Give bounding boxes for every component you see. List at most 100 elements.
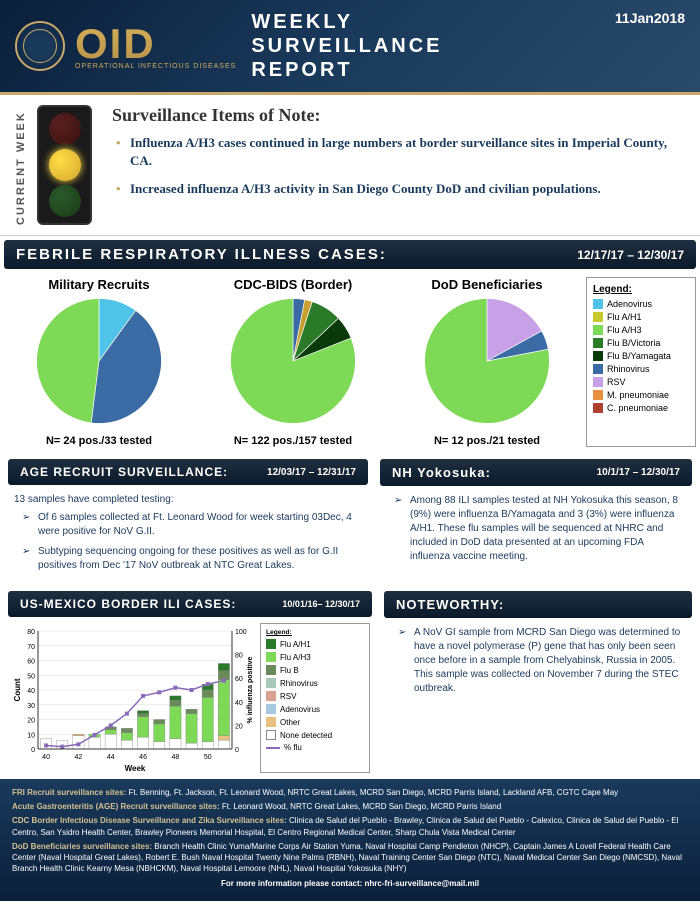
svg-text:44: 44: [107, 754, 115, 761]
age-recruit-text: 13 samples have completed testing: Of 6 …: [4, 485, 372, 587]
note-item: Influenza A/H3 cases continued in large …: [112, 134, 685, 170]
footer-line: CDC Border Infectious Disease Surveillan…: [12, 815, 688, 837]
border-ili-date: 10/01/16– 12/30/17: [282, 599, 360, 609]
svg-text:0: 0: [31, 747, 35, 754]
legend-item: % flu: [266, 743, 364, 752]
svg-text:60: 60: [27, 659, 35, 666]
border-chart-wrap: 0 10 20 30 40 50 60 70 80 0 20 40 60 80 100 40 42 44 46 48 5…: [4, 617, 376, 779]
legend-item: Flu B/Yamagata: [593, 351, 689, 361]
yellow-light-icon: [49, 149, 81, 181]
noteworthy-title: NOTEWORTHY:: [396, 597, 504, 612]
svg-text:60: 60: [235, 676, 243, 683]
svg-text:20: 20: [27, 718, 35, 725]
report-header: OID OPERATIONAL INFECTIOUS DISEASES WEEK…: [0, 0, 700, 92]
pie-title: CDC-BIDS (Border): [198, 277, 388, 292]
traffic-light-icon: [37, 105, 92, 225]
svg-text:70: 70: [27, 644, 35, 651]
logo-abbrev: OID: [75, 23, 236, 65]
svg-text:80: 80: [27, 629, 35, 636]
svg-text:42: 42: [75, 754, 83, 761]
svg-text:80: 80: [235, 653, 243, 660]
legend-item: Flu A/H3: [266, 652, 364, 662]
border-legend: Legend: Flu A/H1 Flu A/H3 Flu B Rhinovirus R…: [260, 623, 370, 773]
age-recruit-intro: 13 samples have completed testing:: [14, 493, 362, 507]
pie-chart: Military RecruitsN= 24 pos./33 tested: [4, 277, 194, 447]
yokosuka-text: Among 88 ILI samples tested at NH Yokosu…: [376, 486, 696, 578]
legend-item: Rhinovirus: [593, 364, 689, 374]
legend-item: RSV: [266, 691, 364, 701]
febrile-date: 12/17/17 – 12/30/17: [577, 248, 684, 262]
border-ili-bar: US-MEXICO BORDER ILI CASES: 10/01/16– 12…: [8, 591, 372, 617]
red-light-icon: [49, 113, 81, 145]
svg-text:20: 20: [235, 723, 243, 730]
navy-seal-icon: [15, 21, 65, 71]
svg-text:46: 46: [139, 754, 147, 761]
report-date: 11Jan2018: [615, 10, 685, 26]
legend-item: Flu A/H1: [266, 639, 364, 649]
legend-item: Flu B/Victoria: [593, 338, 689, 348]
arrow-item: Among 88 ILI samples tested at NH Yokosu…: [386, 494, 686, 564]
age-recruit-bar: AGE RECRUIT SURVEILLANCE: 12/03/17 – 12/…: [8, 459, 368, 485]
legend-item: RSV: [593, 377, 689, 387]
svg-text:40: 40: [27, 688, 35, 695]
svg-text:0: 0: [235, 747, 239, 754]
logo-block: OID OPERATIONAL INFECTIOUS DISEASES: [15, 21, 236, 71]
footer: FRI Recruit surveillance sites: Ft. Benn…: [0, 779, 700, 901]
legend-item: C. pneumoniae: [593, 403, 689, 413]
border-legend-title: Legend:: [266, 629, 364, 636]
green-light-icon: [49, 185, 81, 217]
pie-caption: N= 12 pos./21 tested: [392, 435, 582, 447]
legend-item: None detected: [266, 730, 364, 740]
current-week-section: CURRENT WEEK Surveillance Items of Note:…: [0, 95, 700, 236]
febrile-title: FEBRILE RESPIRATORY ILLNESS CASES:: [16, 246, 387, 263]
svg-text:50: 50: [27, 673, 35, 680]
legend-item: M. pneumoniae: [593, 390, 689, 400]
footer-contact: For more information please contact: nhr…: [12, 878, 688, 889]
footer-line: FRI Recruit surveillance sites: Ft. Benn…: [12, 787, 688, 798]
yokosuka-bar: NH Yokosuka: 10/1/17 – 12/30/17: [380, 459, 692, 486]
pie-caption: N= 24 pos./33 tested: [4, 435, 194, 447]
pie-chart: DoD Beneficiaries N= 12 pos./21 tested: [392, 277, 582, 447]
age-recruit-title: AGE RECRUIT SURVEILLANCE:: [20, 465, 228, 479]
noteworthy-bar: NOTEWORTHY:: [384, 591, 692, 618]
pie-chart: CDC-BIDS (Border) N= 122 pos./157 tested: [198, 277, 388, 447]
yokosuka-date: 10/1/17 – 12/30/17: [597, 467, 680, 478]
pie-legend: Legend: AdenovirusFlu A/H1Flu A/H3Flu B/…: [586, 277, 696, 447]
legend-item: Adenovirus: [266, 704, 364, 714]
legend-item: Flu B: [266, 665, 364, 675]
febrile-section-bar: FEBRILE RESPIRATORY ILLNESS CASES: 12/17…: [4, 240, 696, 269]
pie-row: Military RecruitsN= 24 pos./33 testedCDC…: [0, 269, 700, 455]
svg-text:40: 40: [235, 700, 243, 707]
yokosuka-title: NH Yokosuka:: [392, 465, 491, 480]
legend-item: Other: [266, 717, 364, 727]
noteworthy-text: A NoV GI sample from MCRD San Diego was …: [380, 618, 696, 710]
border-bar-chart: 0 10 20 30 40 50 60 70 80 0 20 40 60 80 100 40 42 44 46 48 5…: [10, 623, 260, 773]
svg-text:100: 100: [235, 629, 247, 636]
footer-line: DoD Beneficiaries surveillance sites: Br…: [12, 841, 688, 875]
report-title: WEEKLY SURVEILLANCE REPORT: [251, 10, 442, 82]
svg-text:Week: Week: [125, 764, 146, 773]
svg-text:48: 48: [172, 754, 180, 761]
svg-text:10: 10: [27, 732, 35, 739]
border-ili-title: US-MEXICO BORDER ILI CASES:: [20, 597, 236, 611]
logo-subtitle: OPERATIONAL INFECTIOUS DISEASES: [75, 63, 236, 70]
legend-item: Adenovirus: [593, 299, 689, 309]
age-recruit-date: 12/03/17 – 12/31/17: [267, 467, 356, 478]
svg-text:Count: Count: [13, 678, 22, 701]
svg-text:50: 50: [204, 754, 212, 761]
legend-item: Flu A/H3: [593, 325, 689, 335]
svg-text:30: 30: [27, 703, 35, 710]
notes-block: Surveillance Items of Note: Influenza A/…: [112, 105, 685, 225]
legend-title: Legend:: [593, 284, 689, 295]
note-item: Increased influenza A/H3 activity in San…: [112, 180, 685, 198]
arrow-item: Of 6 samples collected at Ft. Leonard Wo…: [14, 511, 362, 539]
legend-item: Rhinovirus: [266, 678, 364, 688]
svg-text:% influenza positive: % influenza positive: [247, 656, 254, 723]
pie-caption: N= 122 pos./157 tested: [198, 435, 388, 447]
arrow-item: Subtyping sequencing ongoing for these p…: [14, 545, 362, 573]
pie-title: DoD Beneficiaries: [392, 277, 582, 292]
notes-heading: Surveillance Items of Note:: [112, 105, 685, 126]
arrow-item: A NoV GI sample from MCRD San Diego was …: [390, 626, 686, 696]
svg-text:40: 40: [42, 754, 50, 761]
footer-line: Acute Gastroenteritis (AGE) Recruit surv…: [12, 801, 688, 812]
